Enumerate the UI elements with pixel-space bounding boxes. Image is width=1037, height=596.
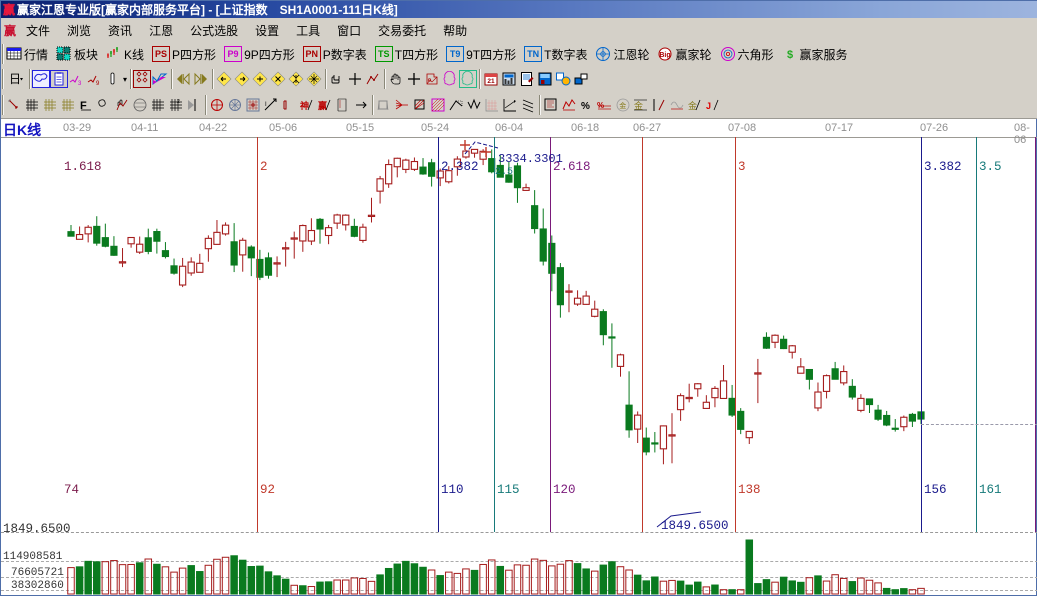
svg-text:1849.6500: 1849.6500: [661, 519, 729, 533]
